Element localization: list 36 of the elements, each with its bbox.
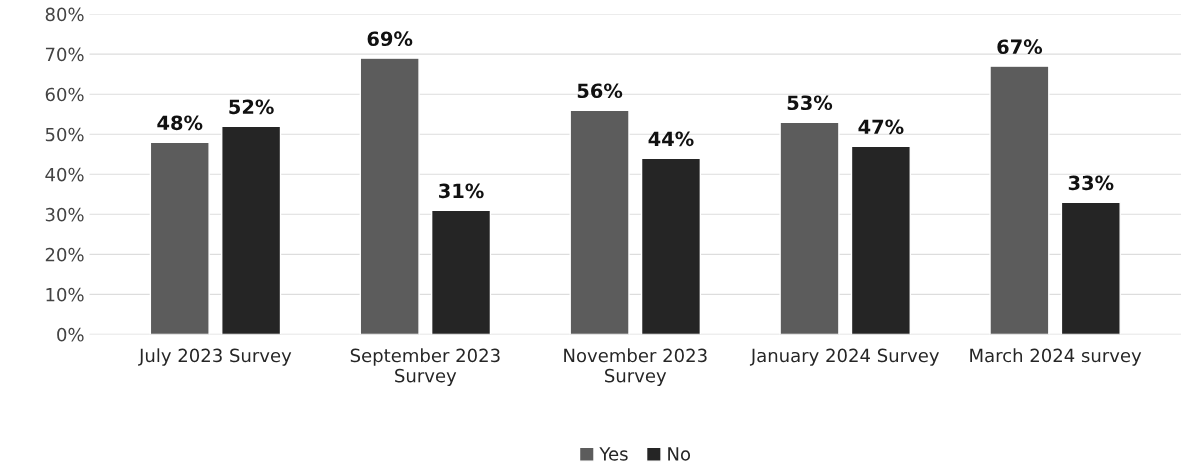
x-tick-label: January 2024 Survey <box>749 348 939 366</box>
data-label: 47% <box>858 119 904 135</box>
x-tick-label: March 2024 survey <box>970 348 1142 366</box>
y-tick-label: 70% <box>45 47 84 62</box>
y-tick-label: 20% <box>45 247 84 262</box>
data-label: 33% <box>1068 175 1114 191</box>
data-label: 69% <box>367 31 413 47</box>
data-label: 67% <box>997 39 1043 55</box>
y-tick-label: 60% <box>45 87 84 102</box>
y-tick-label: 0% <box>57 327 84 342</box>
bar <box>850 145 911 335</box>
bar <box>640 157 702 335</box>
bar <box>359 57 420 335</box>
legend-label: Yes <box>599 447 628 461</box>
data-label: 53% <box>787 95 833 111</box>
legend-label: No <box>668 447 691 461</box>
data-label: 48% <box>157 115 203 131</box>
bar <box>221 125 282 335</box>
x-tick-label: November 2023 Survey <box>564 348 707 386</box>
y-tick-label: 80% <box>45 7 84 22</box>
x-tick-label: July 2023 Survey <box>138 348 292 366</box>
data-label: 52% <box>229 99 274 115</box>
data-label: 56% <box>577 83 623 99</box>
bar <box>779 121 840 335</box>
data-label: 31% <box>439 183 484 199</box>
bar <box>1060 201 1121 335</box>
y-tick-label: 50% <box>45 127 84 142</box>
y-tick-label: 40% <box>45 167 84 182</box>
bar <box>149 141 210 335</box>
y-tick-label: 30% <box>45 207 84 222</box>
bar <box>989 65 1050 335</box>
bar <box>569 109 630 335</box>
y-tick-label: 10% <box>46 287 84 302</box>
data-label: 44% <box>648 131 694 147</box>
x-tick-label: September 2023 Survey <box>350 348 500 386</box>
bar <box>430 209 492 335</box>
